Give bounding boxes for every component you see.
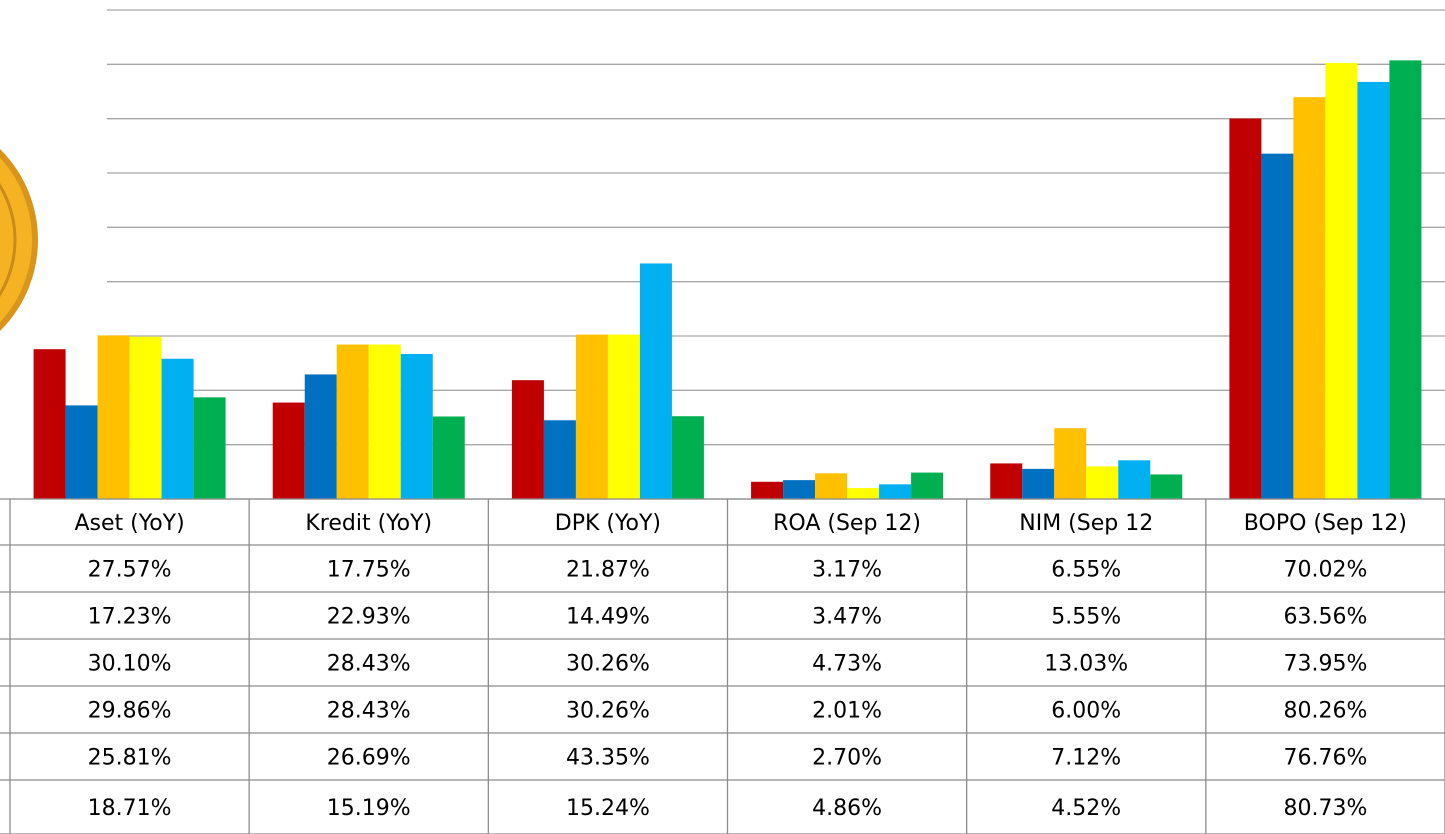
table-cell: 13.03% xyxy=(1044,652,1128,677)
bar xyxy=(847,488,880,499)
bar xyxy=(65,405,98,499)
table-cell: 3.17% xyxy=(812,558,882,583)
bar xyxy=(1118,460,1151,499)
bar xyxy=(1389,60,1422,499)
table-cell: 6.00% xyxy=(1051,699,1121,724)
table-cell: 15.24% xyxy=(566,796,650,821)
bar xyxy=(1150,474,1183,499)
table-cell: 4.52% xyxy=(1051,796,1121,821)
bar xyxy=(815,473,848,499)
bar xyxy=(432,416,465,499)
table-cell: 18.71% xyxy=(88,796,172,821)
bar xyxy=(783,480,816,499)
table-cell: 27.57% xyxy=(88,558,172,583)
table-cell: 15.19% xyxy=(327,796,411,821)
table-cell: 3.47% xyxy=(812,605,882,630)
table-cell: 4.86% xyxy=(812,796,882,821)
table-cell: 43.35% xyxy=(566,746,650,771)
bar xyxy=(304,374,337,499)
column-header: ROA (Sep 12) xyxy=(773,511,921,536)
table-cell: 28.43% xyxy=(327,699,411,724)
bar xyxy=(1022,468,1055,499)
bar xyxy=(33,349,66,499)
bar xyxy=(1054,428,1087,499)
table-cell: 25.81% xyxy=(88,746,172,771)
bar xyxy=(1086,466,1119,499)
table-cell: 2.01% xyxy=(812,699,882,724)
bar xyxy=(97,335,130,499)
bar xyxy=(911,472,944,499)
column-header: Kredit (YoY) xyxy=(305,511,432,536)
table-cell: 2.70% xyxy=(812,746,882,771)
table-cell: 73.95% xyxy=(1283,652,1367,677)
bar xyxy=(400,353,433,499)
table-cell: 63.56% xyxy=(1283,605,1367,630)
bar xyxy=(671,416,704,499)
bar xyxy=(575,334,608,499)
bar xyxy=(511,380,544,499)
table-cell: 21.87% xyxy=(566,558,650,583)
table-cell: 5.55% xyxy=(1051,605,1121,630)
table-cell: 14.49% xyxy=(566,605,650,630)
table-cell: 17.75% xyxy=(327,558,411,583)
table-cell: 17.23% xyxy=(88,605,172,630)
table-cell: 7.12% xyxy=(1051,746,1121,771)
bar xyxy=(1229,118,1262,500)
table-cell: 80.73% xyxy=(1283,796,1367,821)
badge xyxy=(0,149,38,331)
bar xyxy=(990,463,1023,499)
table-cell: 76.76% xyxy=(1283,746,1367,771)
bar xyxy=(272,402,305,499)
bar xyxy=(543,420,576,499)
table-cell: 30.10% xyxy=(88,652,172,677)
table-cell: 4.73% xyxy=(812,652,882,677)
bar xyxy=(1293,97,1326,499)
bar xyxy=(1325,62,1358,500)
bar xyxy=(368,344,401,499)
table-cell: 30.26% xyxy=(566,699,650,724)
column-header: DPK (YoY) xyxy=(555,511,661,536)
bar xyxy=(193,397,226,499)
column-header: BOPO (Sep 12) xyxy=(1244,511,1407,536)
bar xyxy=(639,263,672,499)
table-cell: 22.93% xyxy=(327,605,411,630)
bar xyxy=(1357,81,1390,500)
table-cell: 6.55% xyxy=(1051,558,1121,583)
table-cell: 80.26% xyxy=(1283,699,1367,724)
bar xyxy=(1261,153,1294,499)
bar xyxy=(607,334,640,499)
column-header: NIM (Sep 12 xyxy=(1019,511,1153,536)
bar xyxy=(751,481,784,499)
bar xyxy=(161,358,194,499)
table-cell: 28.43% xyxy=(327,652,411,677)
bar xyxy=(336,344,369,499)
table-cell: 30.26% xyxy=(566,652,650,677)
table-cell: 26.69% xyxy=(327,746,411,771)
table-cell: 29.86% xyxy=(88,699,172,724)
column-header: Aset (YoY) xyxy=(74,511,184,536)
bar xyxy=(879,484,912,499)
bar xyxy=(129,336,162,499)
table-cell: 70.02% xyxy=(1283,558,1367,583)
